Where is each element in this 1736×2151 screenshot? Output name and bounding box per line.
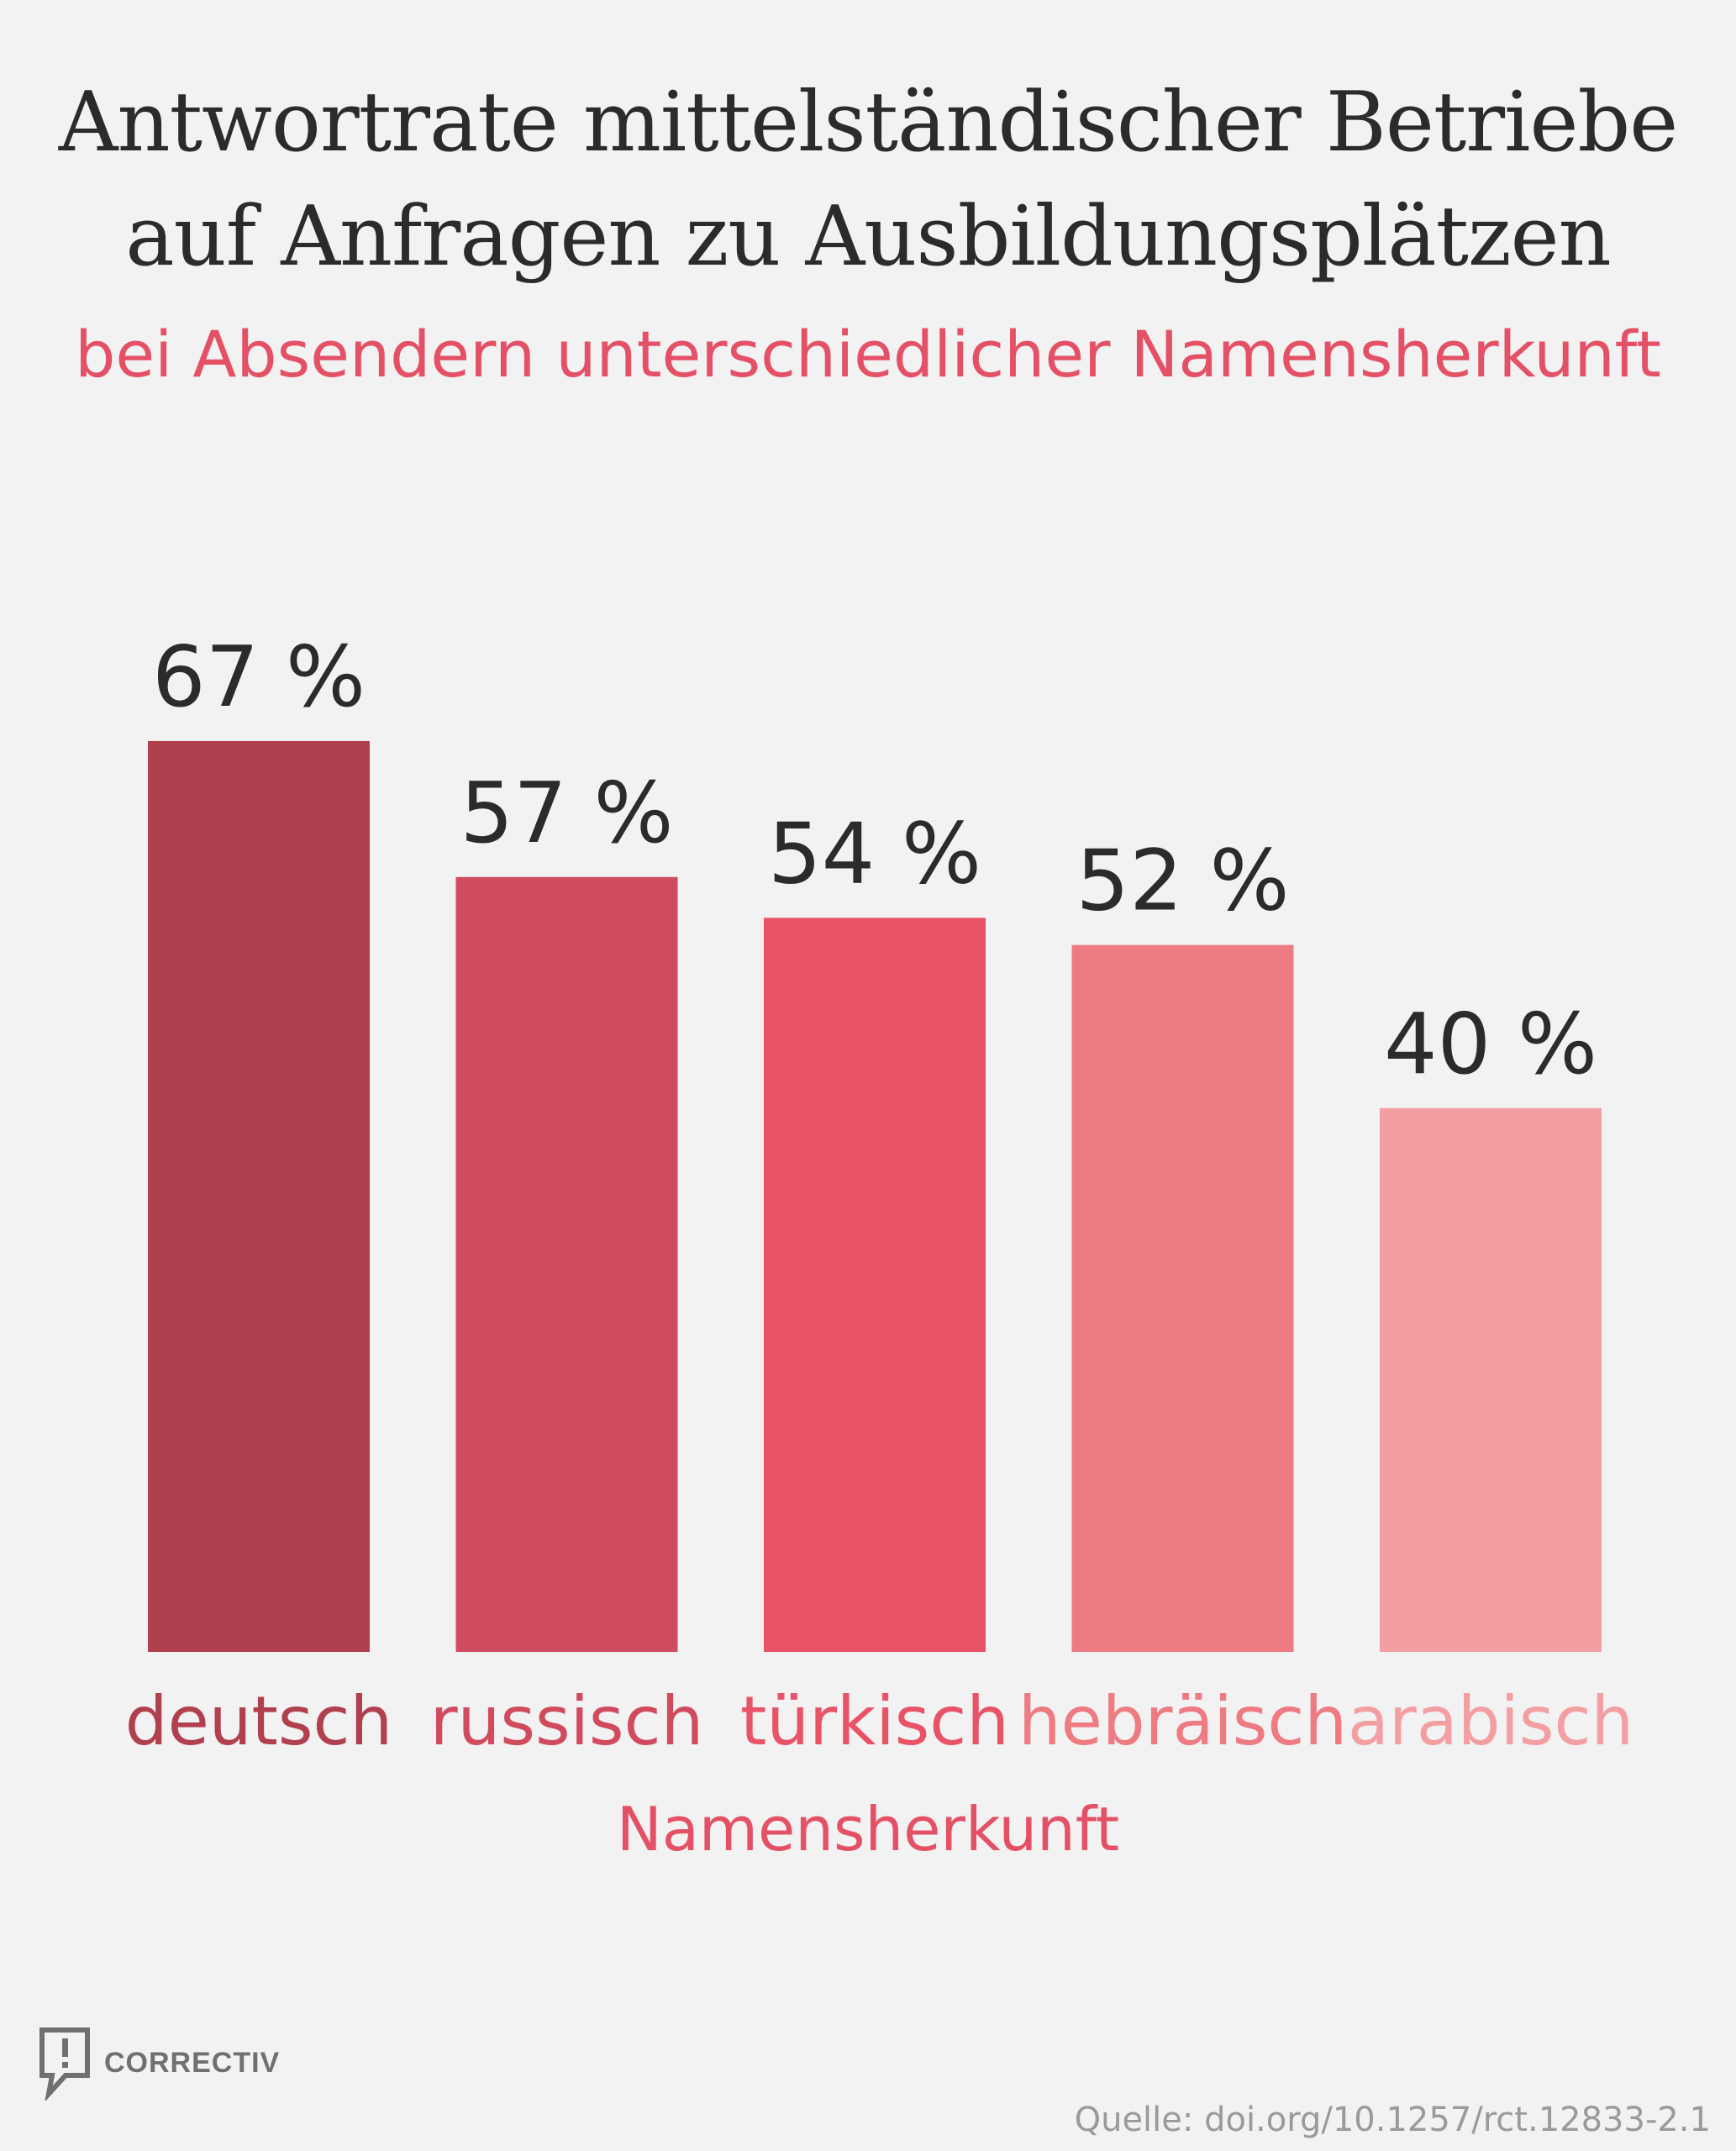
x-axis-title: Namensherkunft [617,1794,1119,1864]
speech-bubble-exclamation-icon [39,2027,90,2101]
source-note: Quelle: doi.org/10.1257/rct.12833-2.1 [1074,2101,1711,2139]
value-label-group: 67 % 57 % 54 % 52 % 40 % [152,628,1597,1093]
bar-hebräisch [1071,944,1294,1652]
chart-subtitle: bei Absendern unterschiedlicher Namenshe… [75,317,1661,392]
chart-title-line-2: auf Anfragen zu Ausbildungsplätzen [125,189,1612,285]
chart-title-line-1: Antwortrate mittelständischer Betriebe [58,75,1678,171]
bar-russisch [455,876,678,1652]
bar-group [148,741,1602,1652]
value-label-russisch: 57 % [460,764,673,862]
bar-arabisch [1380,1107,1602,1652]
category-label-group: deutsch russisch türkisch hebräisch arabisch [125,1682,1633,1760]
category-label-hebräisch: hebräisch [1018,1682,1347,1760]
chart-title: Antwortrate mittelständischer Betriebe a… [0,66,1736,294]
bar-türkisch [764,918,986,1652]
value-label-deutsch: 67 % [152,628,366,726]
correctiv-logo: CORRECTIV [37,2025,280,2101]
value-label-arabisch: 40 % [1384,995,1597,1093]
brand-name: CORRECTIV [104,2046,281,2079]
category-label-türkisch: türkisch [740,1682,1009,1760]
value-label-hebräisch: 52 % [1076,832,1289,930]
category-label-deutsch: deutsch [125,1682,392,1760]
category-label-arabisch: arabisch [1348,1682,1633,1760]
value-label-türkisch: 54 % [768,804,981,902]
bar-deutsch [148,741,370,1652]
category-label-russisch: russisch [430,1682,704,1760]
